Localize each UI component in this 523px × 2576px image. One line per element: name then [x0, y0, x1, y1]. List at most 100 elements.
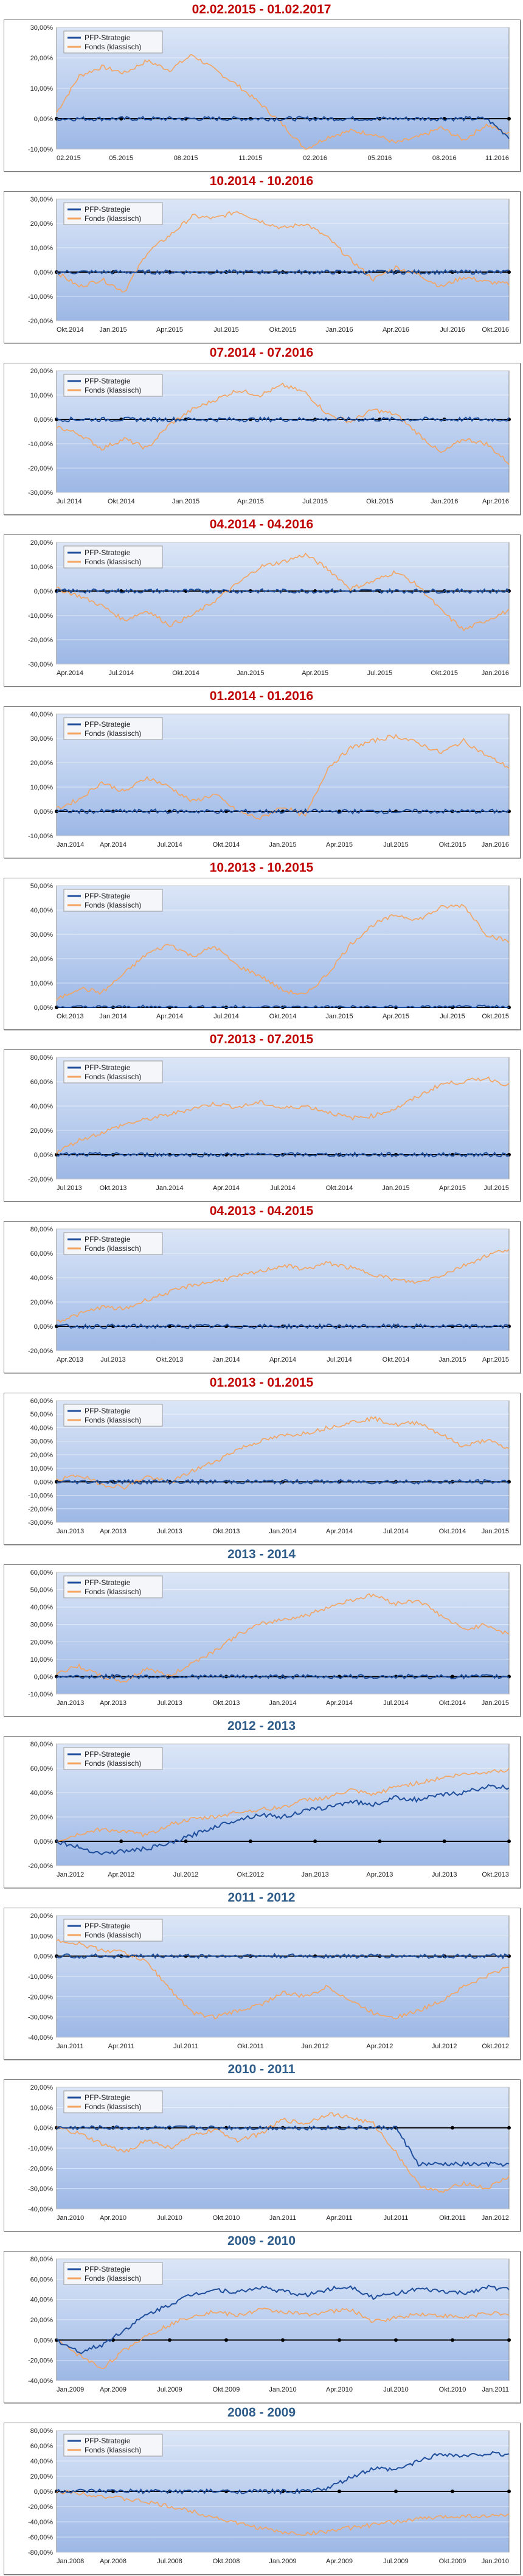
x-tick-label: Okt.2013	[482, 1871, 509, 1878]
line-chart: 20,00% 10,00% 0,00% -10,00% -20,00% -30,00% Ap…	[28, 539, 511, 677]
x-tick-label: Apr.2015	[383, 1013, 409, 1020]
y-tick-label: 40,00%	[30, 711, 54, 718]
y-tick-label: 0,00%	[34, 1152, 53, 1159]
series-line-fund	[56, 1076, 510, 1155]
y-tick-label: 20,00%	[30, 1452, 54, 1459]
x-tick-label: Jul.2009	[157, 2386, 182, 2393]
legend-label-strategy: PFP-Strategie	[85, 892, 131, 900]
series-line-fund	[56, 54, 510, 150]
x-tick-label: Jan.2010	[482, 2558, 509, 2565]
x-tick-label: Jul.2013	[157, 1699, 182, 1707]
x-tick-label: 08.2015	[174, 155, 198, 162]
y-tick-label: 80,00%	[30, 1741, 54, 1748]
y-tick-label: 50,00%	[30, 883, 54, 890]
series-line-strategy	[56, 587, 510, 594]
y-tick-label: 0,00%	[34, 2337, 53, 2344]
x-tick-label: Jul.2013	[100, 1356, 126, 1363]
legend-label-strategy: PFP-Strategie	[85, 1578, 131, 1587]
y-tick-label: 20,00%	[30, 368, 54, 375]
chart-title: 10.2014 - 10.2016	[209, 174, 314, 188]
x-tick-label: Jan.2010	[269, 2386, 296, 2393]
y-tick-label: 20,00%	[30, 2084, 54, 2091]
zero-line-marker	[338, 2338, 341, 2342]
x-tick-label: 05.2015	[109, 155, 133, 162]
line-chart: 20,00% 10,00% 0,00% -10,00% -20,00% -30,00% -4…	[28, 1913, 511, 2050]
y-tick-label: 80,00%	[30, 1226, 54, 1233]
x-tick-label: 08.2016	[432, 155, 457, 162]
y-tick-label: -20,00%	[28, 1176, 53, 1183]
y-tick-label: -20,00%	[28, 1863, 53, 1870]
y-tick-label: -10,00%	[28, 2145, 53, 2152]
legend-label-strategy: PFP-Strategie	[85, 1235, 131, 1244]
y-tick-label: 60,00%	[30, 1398, 54, 1405]
legend-label-fund: Fonds (klassisch)	[85, 2274, 141, 2283]
y-tick-label: -10,00%	[28, 441, 53, 448]
x-tick-label: Apr.2014	[269, 1356, 296, 1363]
series-line-strategy	[56, 2124, 510, 2168]
chart-title: 2012 - 2013	[227, 1719, 296, 1733]
zero-line-marker	[378, 1839, 382, 1843]
legend-box	[63, 202, 163, 225]
y-tick-label: 40,00%	[30, 2458, 54, 2465]
legend-box	[63, 30, 163, 54]
y-tick-label: 30,00%	[30, 735, 54, 743]
x-tick-label: Jul.2014	[57, 498, 82, 505]
line-chart: 60,00% 50,00% 40,00% 30,00% 20,00% 10,00% 0,00…	[28, 1398, 511, 1535]
x-tick-label: Jul.2015	[483, 1185, 509, 1192]
y-tick-label: -20,00%	[28, 1506, 53, 1513]
zero-line-marker	[507, 1954, 511, 1958]
x-tick-label: Apr.2014	[213, 1185, 240, 1192]
y-tick-label: -10,00%	[28, 146, 53, 153]
legend-label-strategy: PFP-Strategie	[85, 1407, 131, 1415]
y-tick-label: 20,00%	[30, 1639, 54, 1646]
y-tick-label: 40,00%	[30, 1424, 54, 1432]
series-line-strategy	[56, 1323, 510, 1330]
legend-box	[63, 1575, 163, 1598]
y-tick-label: 30,00%	[30, 1622, 54, 1629]
x-tick-label: Jan.2012	[482, 2214, 509, 2222]
x-tick-label: Okt.2015	[439, 841, 466, 849]
x-tick-label: Jan.2015	[325, 1013, 353, 1020]
y-tick-label: 0,00%	[34, 1673, 53, 1681]
x-tick-label: Jan.2010	[57, 2214, 84, 2222]
zero-line-marker	[507, 117, 511, 121]
legend-box	[63, 717, 163, 740]
x-tick-label: Jul.2010	[157, 2214, 182, 2222]
chart-frame: 80,00% 60,00% 40,00% 20,00% 0,00% -20,00% Jan.…	[4, 1736, 521, 1888]
x-tick-label: Jan.2013	[57, 1699, 84, 1707]
zero-line-marker	[119, 117, 123, 121]
zero-line-marker	[451, 2338, 454, 2342]
y-tick-label: 40,00%	[30, 1604, 54, 1611]
y-tick-label: -10,00%	[28, 1973, 53, 1981]
y-tick-label: 20,00%	[30, 1299, 54, 1306]
x-tick-label: Okt.2015	[482, 1013, 509, 1020]
x-tick-label: Jan.2015	[438, 1356, 466, 1363]
x-tick-label: Jan.2014	[99, 1013, 126, 1020]
y-tick-label: -10,00%	[28, 293, 53, 301]
x-tick-label: Apr.2014	[326, 1699, 353, 1707]
x-tick-label: Apr.2013	[100, 1528, 126, 1535]
y-tick-label: 0,00%	[34, 808, 53, 816]
x-tick-label: Okt.2016	[482, 326, 509, 334]
y-tick-label: 40,00%	[30, 907, 54, 914]
line-chart: 30,00% 20,00% 10,00% 0,00% -10,00% -20,00% Okt…	[28, 196, 511, 334]
legend-box	[63, 1747, 163, 1770]
x-tick-label: Jul.2015	[383, 841, 409, 849]
legend-label-fund: Fonds (klassisch)	[85, 1759, 141, 1768]
x-tick-label: Jul.2013	[157, 1528, 182, 1535]
series-line-strategy	[56, 268, 510, 276]
x-tick-label: Jan.2015	[482, 1699, 509, 1707]
x-tick-label: Apr.2013	[366, 1871, 393, 1878]
y-tick-label: -30,00%	[28, 661, 53, 668]
x-tick-label: Jul.2014	[383, 1528, 409, 1535]
x-tick-label: Apr.2014	[100, 841, 126, 849]
x-tick-label: Jan.2015	[172, 498, 199, 505]
x-tick-label: Jul.2014	[383, 1699, 409, 1707]
x-tick-label: Apr.2014	[57, 670, 83, 677]
line-chart: 60,00% 50,00% 40,00% 30,00% 20,00% 10,00% 0,00…	[28, 1569, 511, 1707]
zero-line-marker	[507, 2338, 511, 2342]
series-line-fund	[56, 1416, 510, 1490]
y-tick-label: 0,00%	[34, 1479, 53, 1486]
